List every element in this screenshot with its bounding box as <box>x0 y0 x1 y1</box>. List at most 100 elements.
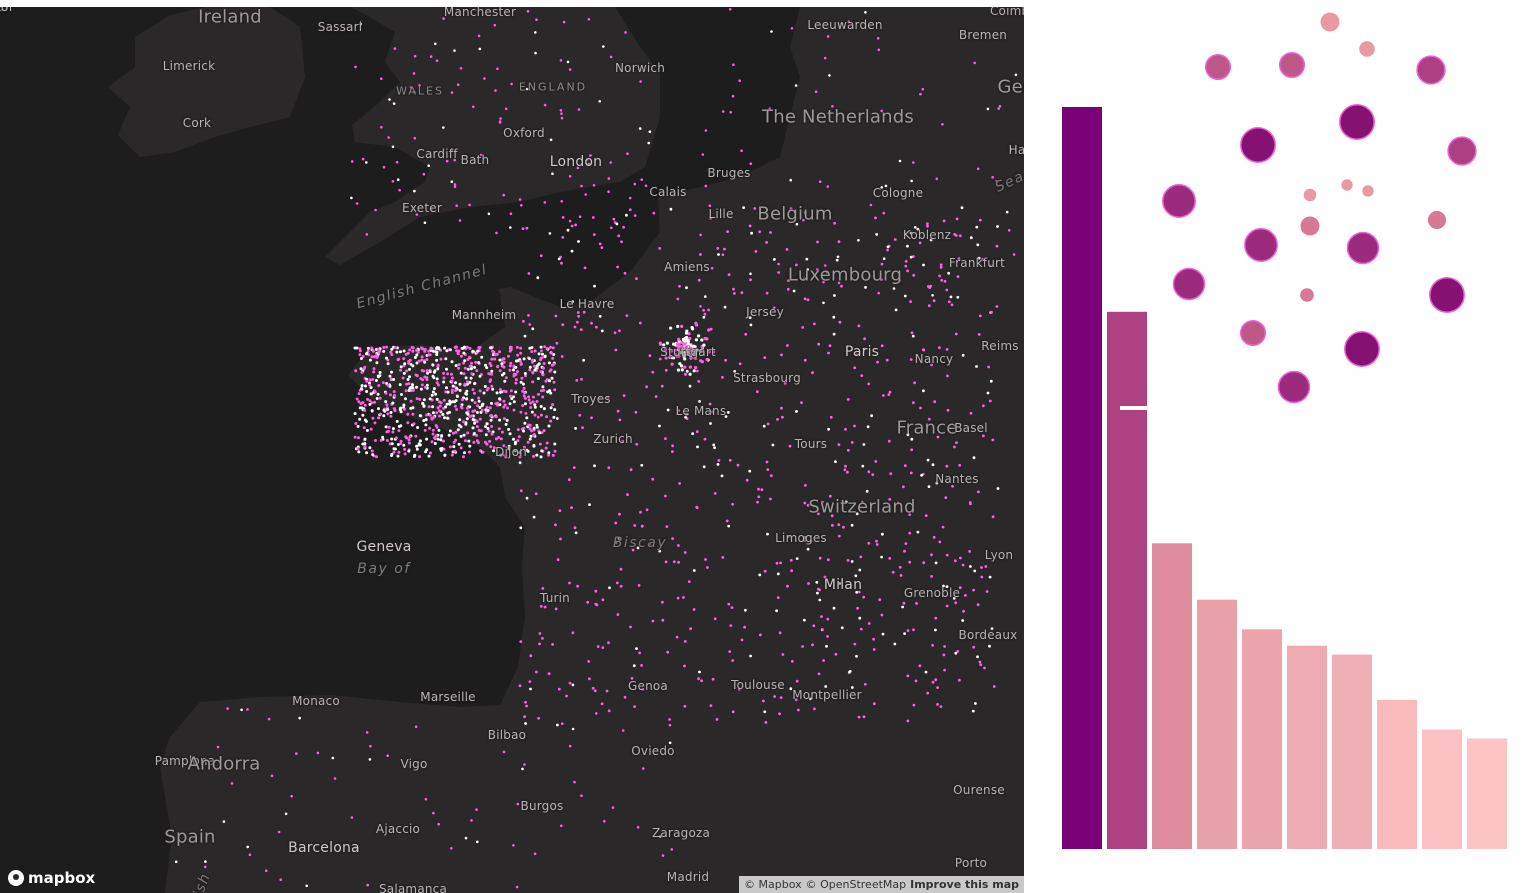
map-point <box>305 884 309 888</box>
map-label-nantes: Nantes <box>935 472 979 486</box>
map-point <box>501 453 505 457</box>
map-point <box>399 439 403 443</box>
map-point <box>687 332 691 336</box>
map-canvas[interactable] <box>0 7 1024 893</box>
bubble-14 <box>1346 231 1380 265</box>
map-point <box>420 369 424 372</box>
map-point <box>368 399 372 403</box>
map-point <box>800 401 803 404</box>
map-point <box>403 407 406 411</box>
map-point <box>498 397 502 401</box>
map-point <box>422 419 426 423</box>
map-point <box>989 379 993 383</box>
map-point <box>713 492 717 495</box>
map-point <box>411 412 415 416</box>
map-label-calais: Calais <box>649 185 687 199</box>
map-point <box>377 350 381 354</box>
map-point <box>909 358 913 361</box>
map-point <box>462 351 466 355</box>
map-point <box>678 482 681 485</box>
map-point <box>1014 73 1018 77</box>
map-point <box>943 279 947 283</box>
map-point <box>434 350 438 354</box>
map-point <box>957 257 961 260</box>
map-point <box>721 253 725 256</box>
map-point <box>908 513 912 516</box>
map-point <box>508 364 512 368</box>
map-point <box>558 509 562 512</box>
map-point <box>836 255 840 259</box>
map-point <box>518 198 522 201</box>
map-point <box>942 219 946 223</box>
map-point <box>932 535 936 539</box>
attribution-osm-link[interactable]: © OpenStreetMap <box>805 878 907 891</box>
map-point <box>601 598 605 602</box>
map-point <box>541 637 544 640</box>
map-point <box>538 431 542 435</box>
map-point <box>357 392 361 396</box>
map-point <box>522 386 526 390</box>
map-point <box>930 363 933 367</box>
map-point <box>384 400 388 404</box>
map-point <box>382 408 386 412</box>
map-point <box>382 349 386 353</box>
map-point <box>866 425 870 429</box>
map-point <box>355 202 359 205</box>
map-point <box>726 230 729 234</box>
map-point <box>927 304 931 308</box>
map-point <box>758 573 762 577</box>
map-point <box>677 544 680 547</box>
map-point <box>507 447 511 451</box>
map-point <box>509 212 513 215</box>
map-point <box>846 470 849 474</box>
map-point <box>778 712 781 716</box>
map-point <box>765 241 768 244</box>
map-point <box>801 645 804 648</box>
map-point <box>549 419 553 423</box>
map-point <box>570 249 574 253</box>
map-label-spain: Spain <box>164 826 216 848</box>
map-point <box>445 367 448 371</box>
map-point <box>881 632 885 636</box>
improve-map-link[interactable]: Improve this map <box>910 878 1019 891</box>
map-point <box>174 860 178 864</box>
map-point <box>476 404 480 408</box>
bubble-9 <box>1162 184 1196 218</box>
map-point <box>516 439 520 443</box>
map-point <box>628 208 632 212</box>
attribution-mapbox-link[interactable]: © Mapbox <box>744 878 802 891</box>
map-point <box>385 439 389 442</box>
map-view[interactable]: Ireland Manchester Leeuwarden Bremen Limeric… <box>0 7 1024 893</box>
map-point <box>899 574 903 577</box>
map-point <box>709 327 713 331</box>
map-point <box>887 393 891 396</box>
map-point <box>683 664 686 668</box>
map-point <box>399 368 402 372</box>
map-point <box>478 374 482 378</box>
map-point <box>524 700 527 704</box>
map-point <box>579 328 583 331</box>
mapbox-logo[interactable]: mapbox <box>8 869 95 887</box>
map-point <box>790 27 794 30</box>
map-point <box>629 625 632 629</box>
map-point <box>932 299 936 303</box>
map-point <box>512 374 516 378</box>
map-point <box>494 402 498 406</box>
map-point <box>390 347 394 351</box>
map-point <box>704 129 708 132</box>
points-layer <box>174 8 1018 889</box>
map-point <box>976 655 979 659</box>
map-point <box>945 604 949 608</box>
map-point <box>906 244 909 248</box>
map-point <box>590 321 593 325</box>
map-point <box>413 453 417 457</box>
map-point <box>479 153 483 157</box>
map-point <box>417 442 421 446</box>
map-point <box>591 216 595 219</box>
map-point <box>635 647 638 650</box>
map-point <box>833 221 836 225</box>
map-point <box>593 284 596 288</box>
map-point <box>908 531 912 535</box>
map-point <box>737 687 741 691</box>
map-point <box>267 717 271 721</box>
